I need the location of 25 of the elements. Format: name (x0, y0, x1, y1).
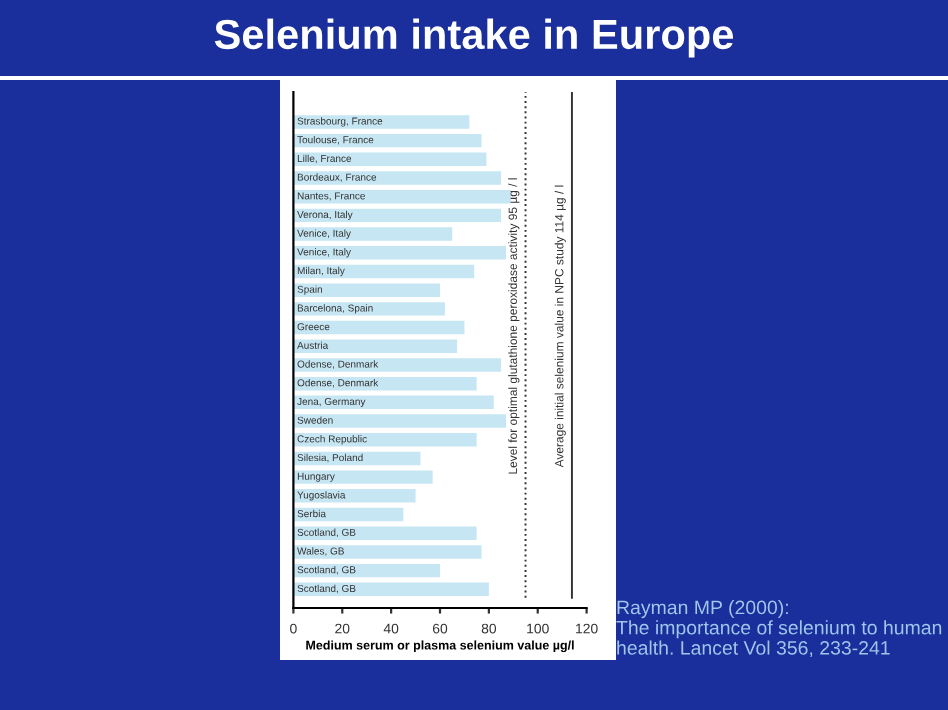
bar (293, 489, 416, 503)
bar (293, 433, 477, 447)
bar (293, 283, 440, 297)
bar (293, 582, 489, 597)
bar (293, 470, 433, 484)
bar (293, 227, 453, 241)
bar (293, 189, 511, 204)
bar (293, 264, 475, 279)
bar (293, 171, 502, 185)
bar (293, 320, 465, 335)
bar (293, 414, 506, 428)
bar (293, 507, 404, 522)
bar (293, 339, 458, 353)
bar (293, 395, 494, 410)
bar (293, 208, 502, 223)
text: Rayman MP (2000): The importance of selenium to human health. Lancet Vol 356, 233-241 (616, 600, 942, 658)
bar (293, 152, 487, 167)
bar (293, 526, 477, 540)
bar (293, 545, 482, 559)
chart-title: Selenium intake in Europe (214, 18, 734, 58)
bar (293, 358, 502, 372)
bar (293, 302, 445, 316)
bar (293, 246, 506, 260)
bar (293, 115, 470, 129)
bar (293, 133, 482, 148)
